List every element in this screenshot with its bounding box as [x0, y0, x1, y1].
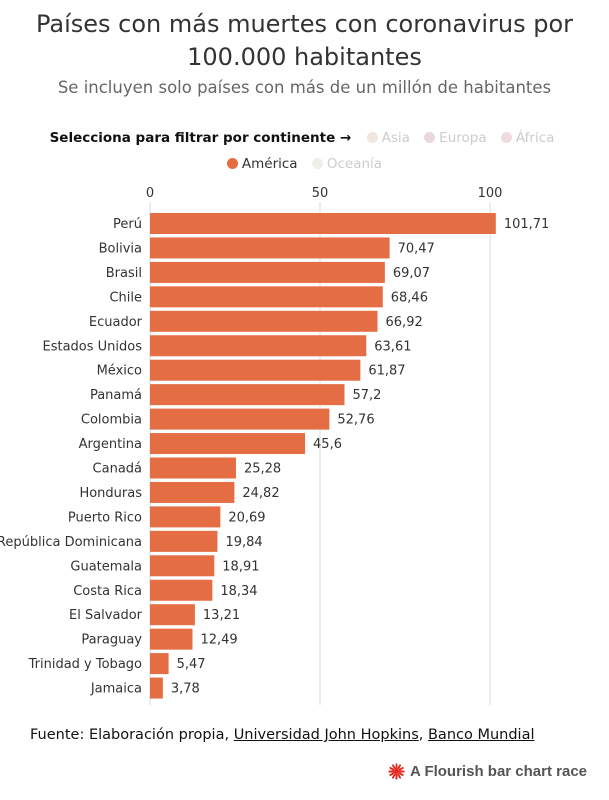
bar-8 [150, 408, 330, 430]
flourish-credit-label: A Flourish bar chart race [410, 763, 587, 780]
value-label-18: 5,47 [177, 657, 206, 672]
source-separator: , [418, 727, 428, 743]
legend-label-africa: África [515, 130, 555, 146]
bar-14 [150, 555, 215, 577]
value-label-11: 24,82 [242, 486, 279, 501]
bar-6 [150, 359, 361, 381]
chart-title-line1: Países con más muertes con coronavirus p… [35, 10, 574, 38]
bar-16 [150, 604, 195, 626]
legend-item-africa[interactable]: África [500, 130, 555, 146]
value-label-7: 57,2 [352, 388, 381, 403]
chart-title: Países con más muertes con coronavirus p… [0, 8, 609, 74]
value-label-2: 69,07 [393, 266, 430, 281]
bar-2 [150, 261, 385, 283]
x-tick-label-100: 100 [478, 186, 503, 201]
x-tick-label-50: 50 [312, 186, 329, 201]
europa-swatch-icon [424, 132, 436, 143]
value-label-16: 13,21 [203, 608, 240, 623]
category-label-8: Colombia [81, 413, 142, 428]
bar-10 [150, 457, 236, 479]
flourish-credit[interactable]: A Flourish bar chart race [388, 763, 587, 780]
value-label-1: 70,47 [398, 241, 435, 256]
value-label-19: 3,78 [171, 682, 200, 697]
category-label-17: Paraguay [81, 633, 142, 648]
flourish-logo-icon [388, 763, 405, 780]
value-label-3: 68,46 [391, 290, 428, 305]
category-label-6: México [97, 364, 142, 379]
value-label-12: 20,69 [228, 510, 265, 525]
america-swatch-icon [226, 158, 238, 169]
chart-subtitle: Se incluyen solo países con más de un mi… [57, 78, 552, 97]
category-label-3: Chile [109, 290, 142, 305]
category-label-16: El Salvador [69, 608, 143, 623]
value-label-5: 63,61 [374, 339, 411, 354]
category-label-18: Trinidad y Tobago [28, 657, 142, 672]
legend-item-asia[interactable]: Asia [366, 130, 410, 146]
category-label-15: Costa Rica [73, 584, 142, 599]
category-label-19: Jamaica [90, 682, 142, 697]
value-label-15: 18,34 [220, 584, 257, 599]
bar-4 [150, 310, 378, 332]
source-note: Fuente: Elaboración propia, Universidad … [30, 727, 535, 743]
bar-0 [150, 213, 496, 234]
category-label-1: Bolivia [99, 241, 142, 256]
continent-filter-row-1: Selecciona para filtrar por continente →… [0, 130, 609, 146]
value-label-8: 52,76 [337, 413, 374, 428]
x-tick-label-0: 0 [146, 186, 154, 201]
source-prefix: Fuente: Elaboración propia, [30, 727, 234, 743]
value-label-9: 45,6 [313, 437, 342, 452]
bar-17 [150, 628, 193, 650]
value-label-4: 66,92 [386, 315, 423, 330]
bar-9 [150, 433, 306, 455]
bar-18 [150, 653, 169, 675]
category-label-7: Panamá [90, 388, 142, 403]
category-label-9: Argentina [79, 437, 142, 452]
bar-7 [150, 384, 345, 406]
category-label-13: República Dominicana [0, 535, 142, 550]
chart-title-line2: 100.000 habitantes [187, 43, 422, 71]
bar-19 [150, 677, 163, 699]
value-label-14: 18,91 [222, 559, 259, 574]
africa-swatch-icon [500, 132, 512, 143]
bar-1 [150, 237, 390, 259]
bar-11 [150, 481, 235, 503]
value-label-17: 12,49 [200, 633, 237, 648]
category-label-0: Perú [113, 217, 142, 232]
bar-13 [150, 530, 218, 552]
category-label-2: Brasil [106, 266, 142, 281]
asia-swatch-icon [366, 132, 378, 143]
oceania-swatch-icon [311, 158, 323, 169]
legend-label-oceania: Oceanía [326, 156, 383, 172]
category-label-4: Ecuador [89, 315, 143, 330]
category-label-10: Canadá [93, 462, 142, 477]
continent-filter-row-2: América Oceanía [0, 156, 609, 172]
value-label-10: 25,28 [244, 462, 281, 477]
legend-item-oceania[interactable]: Oceanía [311, 156, 383, 172]
bar-3 [150, 286, 383, 308]
legend-label-asia: Asia [381, 130, 410, 146]
category-label-12: Puerto Rico [68, 510, 142, 525]
legend-item-america[interactable]: América [226, 156, 298, 172]
category-label-14: Guatemala [70, 559, 142, 574]
legend-label-europa: Europa [439, 130, 487, 146]
category-label-11: Honduras [79, 486, 142, 501]
bar-chart: 0 50 100 Perú 101,71 Bolivia 70,47 Brasil 69,07 C… [0, 186, 549, 705]
source-link-banco-mundial[interactable]: Banco Mundial [427, 727, 535, 743]
filter-label: Selecciona para filtrar por continente → [49, 130, 352, 146]
category-label-5: Estados Unidos [42, 339, 142, 354]
value-label-13: 19,84 [225, 535, 262, 550]
legend-label-america: América [241, 156, 298, 172]
source-link-john-hopkins[interactable]: Universidad John Hopkins [233, 727, 419, 743]
legend-item-europa[interactable]: Europa [424, 130, 487, 146]
bar-5 [150, 335, 367, 357]
value-label-0: 101,71 [504, 217, 549, 232]
bar-12 [150, 506, 221, 528]
bar-15 [150, 579, 213, 601]
value-label-6: 61,87 [368, 364, 405, 379]
